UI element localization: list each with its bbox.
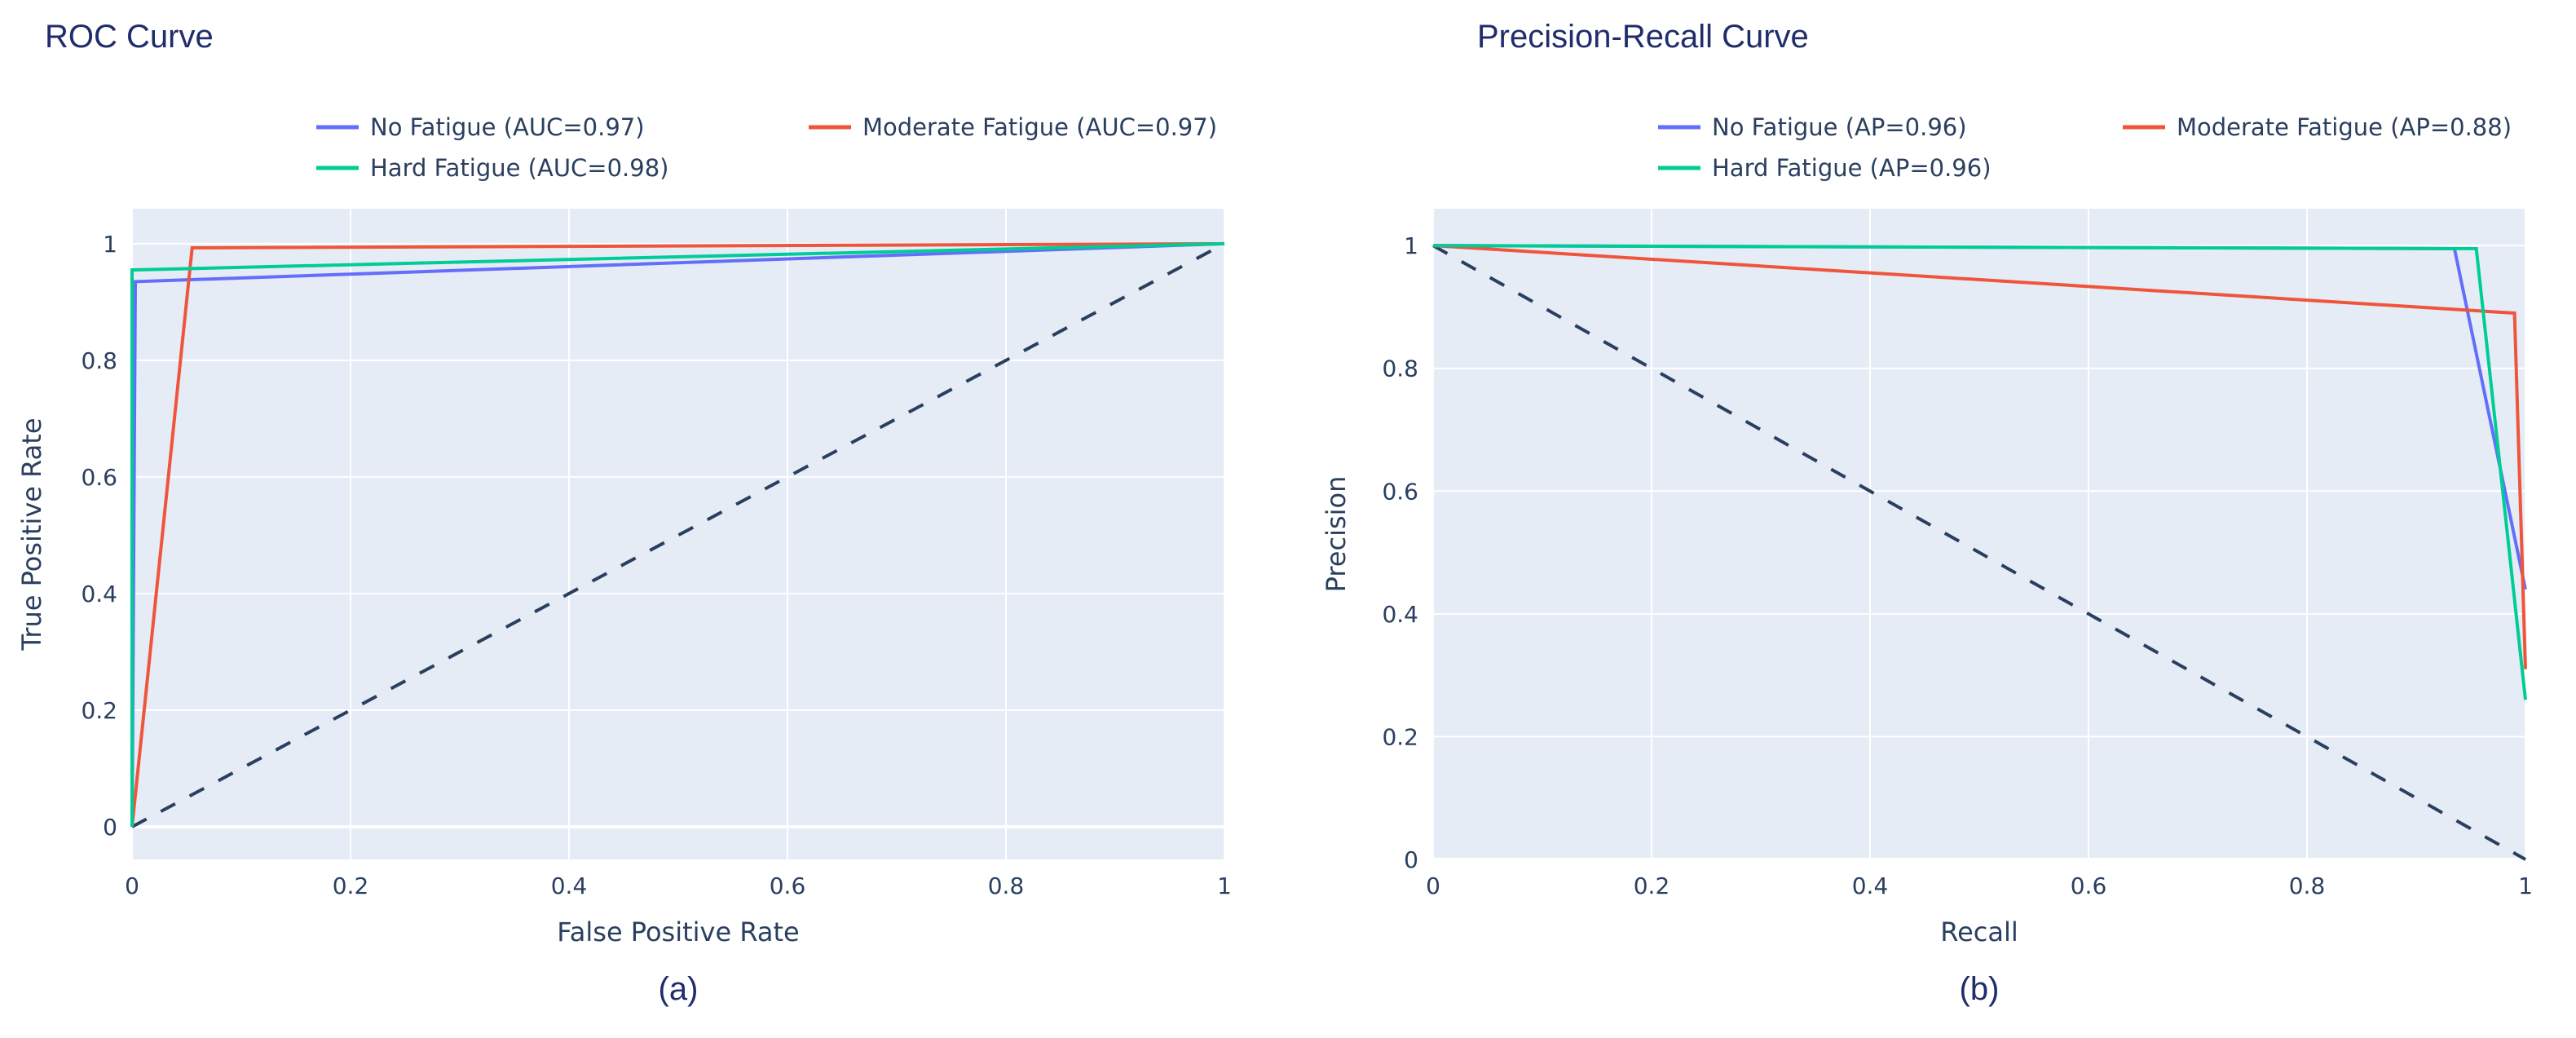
y-tick-label: 0.6 <box>1382 478 1418 505</box>
x-tick-label: 0.4 <box>1852 872 1889 899</box>
y-tick-label: 1 <box>1404 232 1418 259</box>
x-tick-label: 0.8 <box>2289 872 2326 899</box>
y-tick-label: 0.2 <box>1382 723 1418 750</box>
legend-label: No Fatigue (AUC=0.97) <box>370 113 645 141</box>
series-line-hard <box>1432 244 2527 700</box>
legend-item-no[interactable]: No Fatigue (AUC=0.97) <box>316 113 645 141</box>
x-tick-label: 0.6 <box>770 872 806 899</box>
y-axis-label: Precision <box>1321 476 1352 593</box>
chart-caption: (b) <box>1960 971 2000 1007</box>
y-tick-label: 0 <box>103 814 117 841</box>
x-tick-label: 0.6 <box>2071 872 2107 899</box>
y-tick-label: 0.4 <box>81 581 117 607</box>
y-tick-label: 0 <box>1404 846 1418 873</box>
series-line-moderate <box>130 241 1225 828</box>
legend-label: Hard Fatigue (AUC=0.98) <box>370 154 669 182</box>
x-axis-label: Recall <box>1940 917 2018 947</box>
x-tick-label: 0.4 <box>551 872 588 899</box>
legend-label: Hard Fatigue (AP=0.96) <box>1712 154 1992 182</box>
x-tick-label: 0.2 <box>333 872 369 899</box>
chart-title: Precision-Recall Curve <box>1477 19 1809 55</box>
legend-item-moderate[interactable]: Moderate Fatigue (AP=0.88) <box>2123 113 2512 141</box>
x-axis-label: False Positive Rate <box>557 917 799 947</box>
legend-item-hard[interactable]: Hard Fatigue (AP=0.96) <box>1658 154 1992 182</box>
series-line-moderate <box>1432 244 2527 669</box>
precision-recall-chart: 0 0.2 0.4 0.6 0.8 1 0 0.2 0.4 0.6 0.8 1 No Fatigue (… <box>1321 19 2533 1007</box>
plot-area <box>1433 209 2525 859</box>
legend-item-moderate[interactable]: Moderate Fatigue (AUC=0.97) <box>809 113 1217 141</box>
legend-label: No Fatigue (AP=0.96) <box>1712 113 1967 141</box>
legend-item-hard[interactable]: Hard Fatigue (AUC=0.98) <box>316 154 669 182</box>
x-tick-label: 1 <box>2518 872 2533 899</box>
legend-label: Moderate Fatigue (AP=0.88) <box>2177 113 2512 141</box>
legend-label: Moderate Fatigue (AUC=0.97) <box>862 113 1217 141</box>
x-tick-label: 0 <box>125 872 139 899</box>
y-tick-label: 0.6 <box>81 464 117 491</box>
x-tick-label: 0.8 <box>988 872 1025 899</box>
y-tick-label: 0.8 <box>81 347 117 374</box>
x-tick-label: 1 <box>1217 872 1232 899</box>
chance-baseline <box>131 242 1225 828</box>
chart-title: ROC Curve <box>45 19 214 55</box>
y-tick-label: 0.2 <box>81 697 117 724</box>
chart-caption: (a) <box>659 971 699 1007</box>
x-tick-label: 0 <box>1426 872 1440 899</box>
y-axis-label: True Positive Rate <box>16 417 47 651</box>
roc-chart: 0 0.2 0.4 0.6 0.8 1 0 0.2 0.4 0.6 0.8 1 No Fatigue (… <box>16 19 1232 1007</box>
y-tick-label: 1 <box>103 231 117 258</box>
series-line-hard <box>130 241 1225 827</box>
x-tick-label: 0.2 <box>1634 872 1670 899</box>
y-tick-label: 0.8 <box>1382 356 1418 382</box>
chance-baseline <box>1432 244 2526 861</box>
legend-item-no[interactable]: No Fatigue (AP=0.96) <box>1658 113 1967 141</box>
y-tick-label: 0.4 <box>1382 601 1418 628</box>
